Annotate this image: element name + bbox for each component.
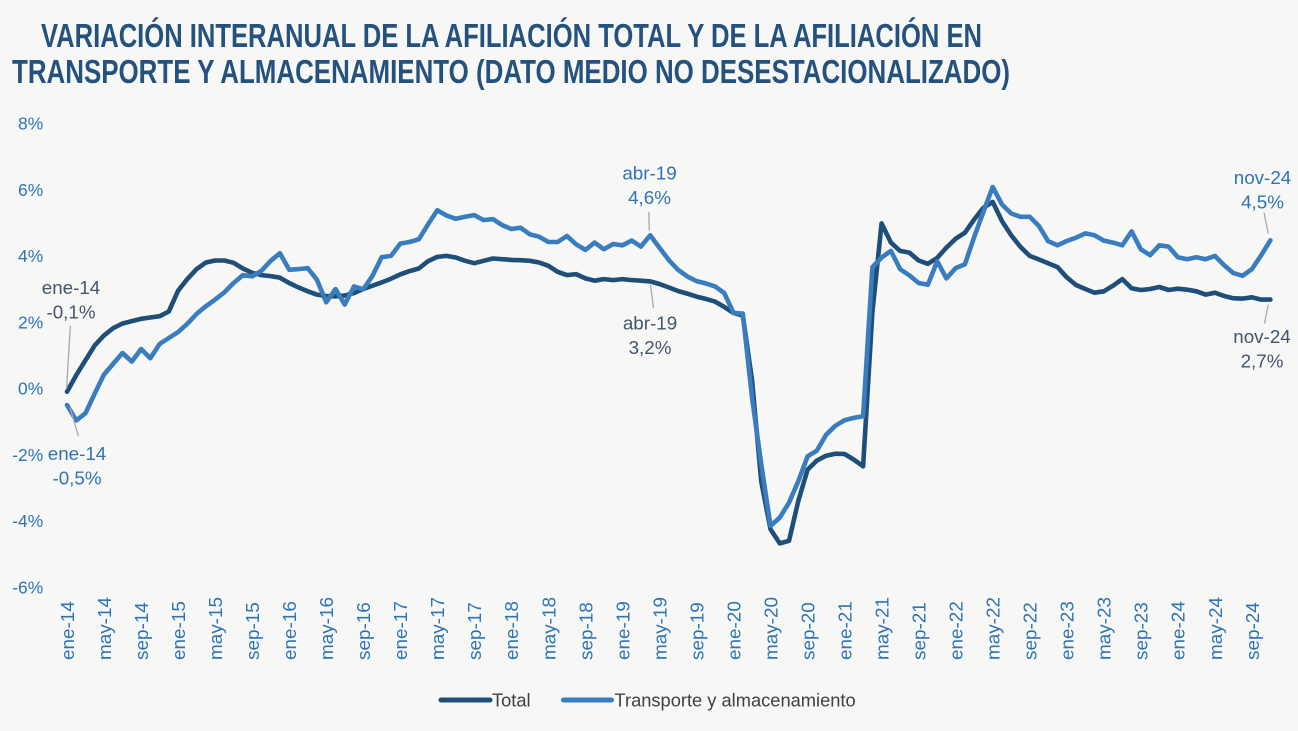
svg-text:VARIACIÓN INTERANUAL DE LA AFI: VARIACIÓN INTERANUAL DE LA AFILIACIÓN TO…: [41, 17, 982, 54]
svg-text:8%: 8%: [18, 114, 43, 134]
svg-text:sep-20: sep-20: [799, 602, 820, 660]
svg-text:ene-19: ene-19: [613, 601, 634, 660]
svg-text:2,7%: 2,7%: [1241, 351, 1284, 372]
svg-text:sep-15: sep-15: [243, 602, 264, 660]
svg-text:Total: Total: [492, 689, 531, 710]
svg-text:may-19: may-19: [650, 597, 671, 660]
svg-text:ene-16: ene-16: [280, 601, 301, 660]
svg-text:2%: 2%: [18, 312, 43, 332]
svg-text:sep-14: sep-14: [132, 602, 153, 660]
svg-text:sep-22: sep-22: [1021, 602, 1042, 660]
svg-text:-0,1%: -0,1%: [46, 302, 95, 323]
svg-text:sep-21: sep-21: [910, 602, 931, 660]
svg-text:nov-24: nov-24: [1233, 326, 1290, 347]
svg-text:0%: 0%: [18, 379, 43, 399]
svg-text:may-15: may-15: [206, 597, 227, 660]
svg-text:-6%: -6%: [12, 577, 43, 597]
svg-text:nov-24: nov-24: [1234, 167, 1291, 188]
svg-text:TRANSPORTE Y ALMACENAMIENTO (D: TRANSPORTE Y ALMACENAMIENTO (DATO MEDIO …: [12, 53, 1010, 90]
svg-text:may-21: may-21: [873, 597, 894, 660]
svg-text:4,5%: 4,5%: [1241, 192, 1284, 213]
svg-text:ene-23: ene-23: [1058, 601, 1079, 660]
svg-text:ene-21: ene-21: [836, 601, 857, 660]
svg-text:ene-14: ene-14: [42, 277, 100, 298]
svg-text:may-14: may-14: [95, 597, 116, 660]
svg-text:sep-18: sep-18: [576, 602, 597, 660]
svg-text:6%: 6%: [18, 180, 43, 200]
svg-text:sep-23: sep-23: [1132, 602, 1153, 660]
svg-text:ene-20: ene-20: [724, 601, 745, 660]
svg-text:-2%: -2%: [12, 445, 43, 465]
svg-text:sep-17: sep-17: [465, 602, 486, 660]
svg-text:sep-16: sep-16: [354, 602, 375, 660]
svg-text:ene-22: ene-22: [947, 601, 968, 660]
svg-text:ene-24: ene-24: [1169, 601, 1190, 660]
svg-text:ene-15: ene-15: [169, 601, 190, 660]
svg-text:4,6%: 4,6%: [628, 187, 671, 208]
svg-text:sep-19: sep-19: [687, 602, 708, 660]
svg-text:may-17: may-17: [428, 597, 449, 660]
svg-text:may-20: may-20: [761, 597, 782, 660]
svg-text:may-16: may-16: [317, 597, 338, 660]
svg-text:Transporte y almacenamiento: Transporte y almacenamiento: [615, 689, 856, 710]
svg-text:ene-14: ene-14: [48, 443, 106, 464]
svg-text:may-23: may-23: [1095, 597, 1116, 660]
svg-text:sep-24: sep-24: [1243, 602, 1264, 660]
svg-text:4%: 4%: [18, 246, 43, 266]
svg-text:-4%: -4%: [12, 511, 43, 531]
svg-text:ene-17: ene-17: [391, 601, 412, 660]
svg-text:ene-18: ene-18: [502, 601, 523, 660]
svg-text:3,2%: 3,2%: [629, 337, 672, 358]
svg-text:may-24: may-24: [1206, 597, 1227, 660]
svg-text:ene-14: ene-14: [58, 601, 79, 660]
svg-text:-0,5%: -0,5%: [52, 468, 101, 489]
svg-text:abr-19: abr-19: [623, 313, 677, 334]
svg-text:may-18: may-18: [539, 597, 560, 660]
svg-text:may-22: may-22: [984, 597, 1005, 660]
svg-text:abr-19: abr-19: [622, 163, 676, 184]
